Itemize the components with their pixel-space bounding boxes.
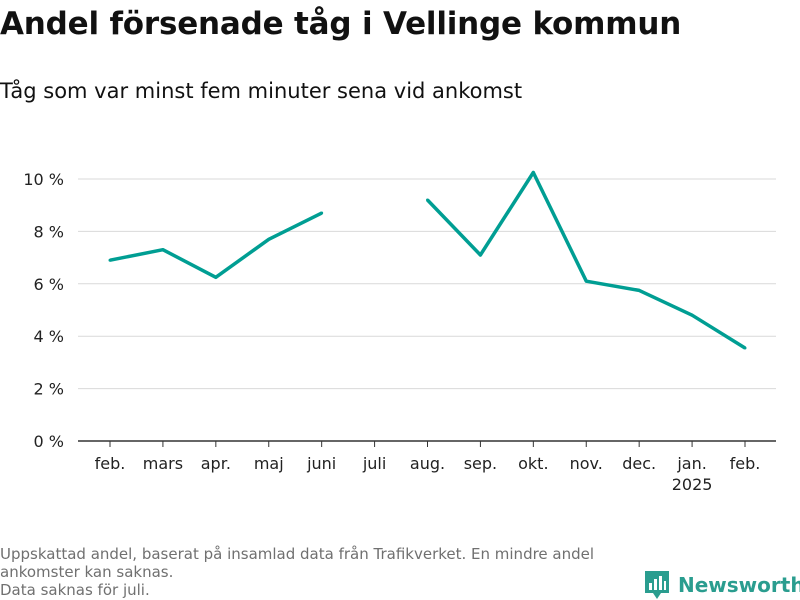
x-tick-label: jan. (676, 454, 706, 473)
y-tick-label: 10 % (23, 170, 64, 189)
footnote-line: Uppskattad andel, baserat på insamlad da… (0, 545, 595, 581)
x-tick-label: feb. (730, 454, 761, 473)
x-tick-label: dec. (622, 454, 656, 473)
footnote-line: Data saknas för juli. (0, 581, 150, 599)
y-tick-label: 0 % (34, 432, 64, 451)
brand-logo: Newsworthy (644, 570, 800, 600)
data-point (267, 237, 271, 241)
x-tick-sublabel: 2025 (672, 475, 713, 494)
data-point (478, 253, 482, 257)
y-tick-label: 8 % (34, 222, 64, 241)
x-tick-label: aug. (410, 454, 445, 473)
y-tick-label: 4 % (34, 327, 64, 346)
data-point (108, 258, 112, 262)
data-point (426, 198, 429, 202)
x-tick-label: feb. (95, 454, 126, 473)
data-point (161, 248, 165, 252)
series-line (426, 170, 746, 350)
data-point (637, 288, 641, 292)
line-chart: 0 % 2 % 4 % 6 % 8 % 10 % feb. mars apr. maj juni ju… (23, 170, 776, 494)
brand-name: Newsworthy (678, 573, 800, 597)
data-point (531, 170, 535, 174)
newsworthy-logo-icon (645, 571, 669, 599)
data-point (214, 275, 218, 279)
y-tick-label: 6 % (34, 275, 64, 294)
x-tick-label: sep. (464, 454, 497, 473)
x-tick-label: maj (254, 454, 284, 473)
x-tick-label: apr. (201, 454, 231, 473)
chart-subtitle: Tåg som var minst fem minuter sena vid a… (0, 79, 523, 103)
y-tick-label: 2 % (34, 380, 64, 399)
data-point (320, 211, 324, 215)
footnote: Uppskattad andel, baserat på insamlad da… (0, 545, 630, 599)
data-point (584, 279, 588, 283)
x-tick-label: mars (143, 454, 183, 473)
x-tick-label: okt. (518, 454, 548, 473)
x-tick-label: juni (306, 454, 336, 473)
x-tick-label: nov. (570, 454, 603, 473)
data-point (690, 313, 694, 317)
series-line (109, 211, 323, 280)
chart-title: Andel försenade tåg i Vellinge kommun (0, 6, 682, 42)
x-tick-label: juli (362, 454, 386, 473)
data-point (743, 346, 747, 350)
